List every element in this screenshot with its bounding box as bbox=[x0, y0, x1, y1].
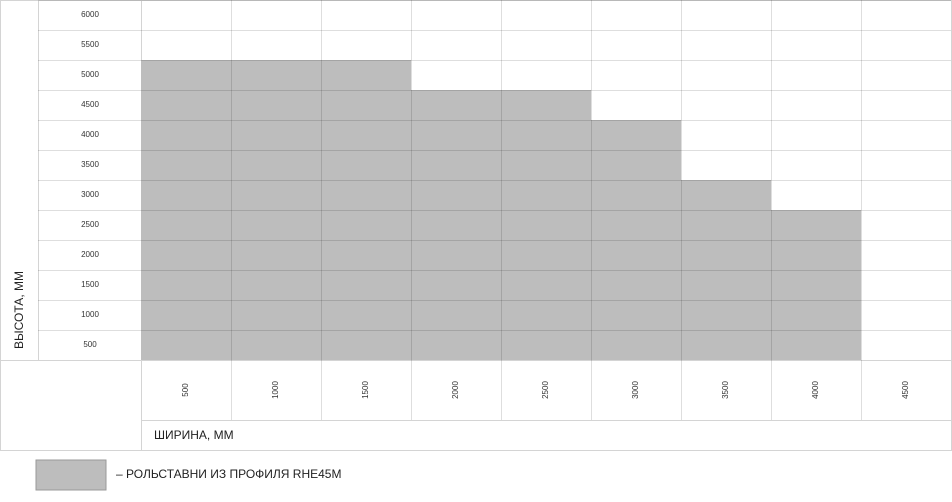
y-tick-label: 500 bbox=[83, 340, 97, 349]
bar bbox=[771, 210, 861, 360]
bar bbox=[141, 60, 231, 360]
y-tick-label: 2500 bbox=[81, 220, 99, 229]
x-tick-label: 500 bbox=[181, 383, 190, 397]
legend-swatch bbox=[35, 459, 107, 491]
y-tick-label: 1000 bbox=[81, 310, 99, 319]
y-tick-label: 5000 bbox=[81, 70, 99, 79]
x-tick-label: 4000 bbox=[811, 381, 820, 399]
y-tick-label: 2000 bbox=[81, 250, 99, 259]
x-tick-label: 1000 bbox=[271, 381, 280, 399]
y-tick-label: 3000 bbox=[81, 190, 99, 199]
bar bbox=[501, 90, 591, 360]
x-axis-label: ШИРИНА, ММ bbox=[154, 428, 234, 442]
bar bbox=[321, 60, 411, 360]
legend-label: – РОЛЬСТАВНИ ИЗ ПРОФИЛЯ RHE45M bbox=[116, 467, 341, 481]
bar bbox=[591, 120, 681, 360]
y-tick-label: 3500 bbox=[81, 160, 99, 169]
y-tick-label: 4500 bbox=[81, 100, 99, 109]
x-tick-label: 2500 bbox=[541, 381, 550, 399]
y-tick-label: 1500 bbox=[81, 280, 99, 289]
x-tick-label: 4500 bbox=[901, 381, 910, 399]
y-tick-label: 4000 bbox=[81, 130, 99, 139]
y-tick-label: 5500 bbox=[81, 40, 99, 49]
x-tick-label: 3000 bbox=[631, 381, 640, 399]
x-tick-label: 3500 bbox=[721, 381, 730, 399]
y-axis-label: ВЫСОТА, ММ bbox=[12, 271, 26, 349]
bar bbox=[411, 90, 501, 360]
x-tick-label: 2000 bbox=[451, 381, 460, 399]
y-tick-label: 6000 bbox=[81, 10, 99, 19]
x-tick-label: 1500 bbox=[361, 381, 370, 399]
bar bbox=[681, 180, 771, 360]
bar bbox=[231, 60, 321, 360]
